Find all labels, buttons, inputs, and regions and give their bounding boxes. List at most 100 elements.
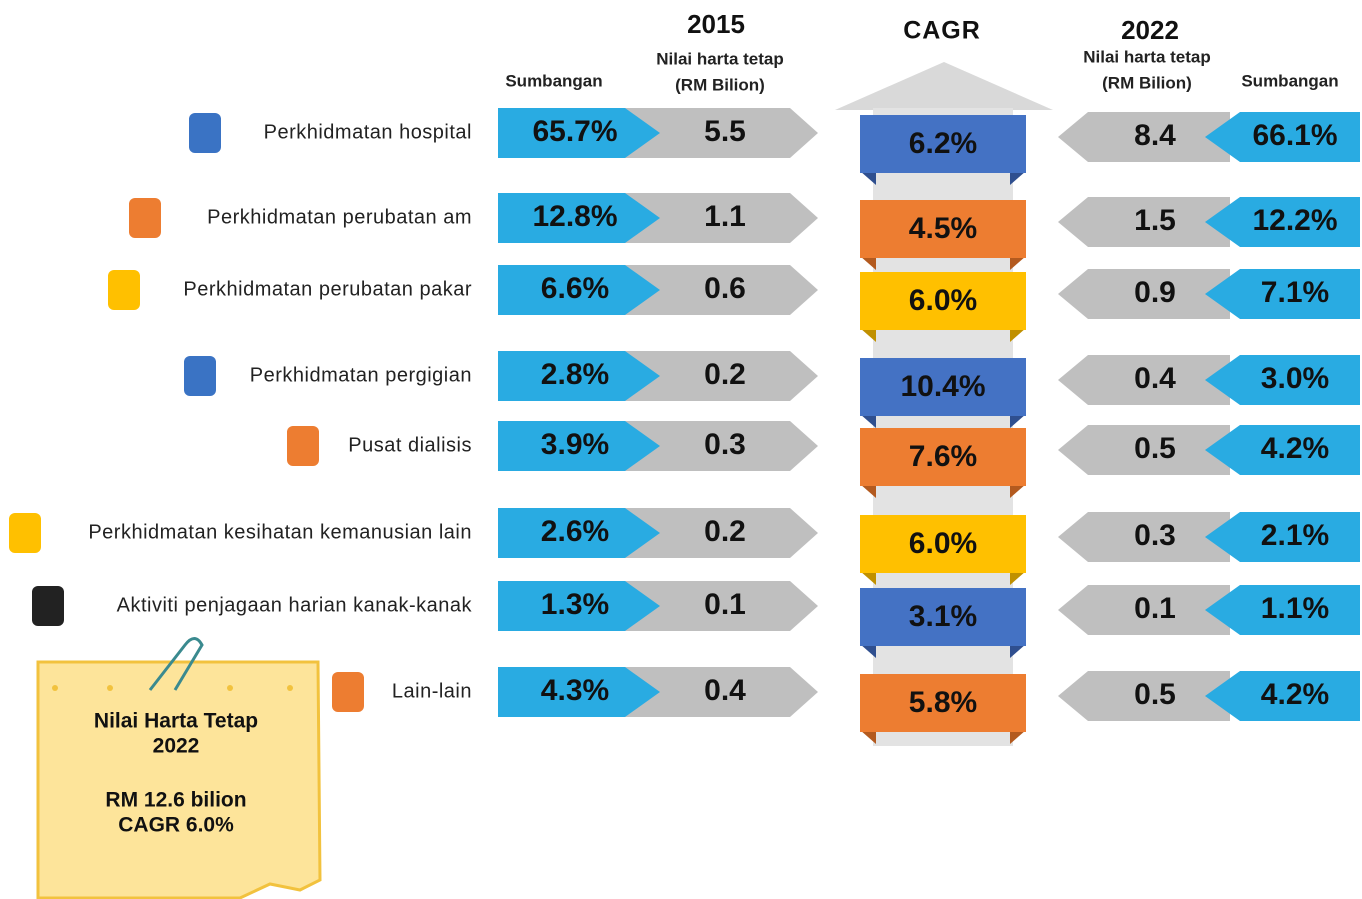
share-2022-box (1205, 269, 1360, 319)
header: CAGR (903, 17, 981, 45)
value-2022: 1.5 (1134, 204, 1176, 237)
value-2022-box (1058, 425, 1230, 475)
share-2022: 7.1% (1261, 276, 1329, 309)
cagr-value: 7.6% (909, 440, 977, 473)
share-2015: 3.9% (541, 428, 609, 461)
share-2015-box (498, 581, 660, 631)
value-2015-box (625, 508, 818, 558)
share-2015-box (498, 508, 660, 558)
cagr-fold (1010, 256, 1026, 270)
note-text: Nilai Harta Tetap (94, 710, 258, 733)
value-2015-box (625, 193, 818, 243)
share-2015-box (498, 667, 660, 717)
value-2022-box (1058, 671, 1230, 721)
cagr-fold (1010, 730, 1026, 744)
value-2015-box (625, 421, 818, 471)
header: Sumbangan (505, 71, 602, 90)
cagr-value: 6.0% (909, 527, 977, 560)
value-2015: 0.2 (704, 358, 746, 391)
value-2022-box (1058, 197, 1230, 247)
cagr-fold (860, 256, 876, 270)
row-icon (184, 356, 216, 396)
row-icon (32, 586, 64, 626)
header: 2015 (687, 9, 745, 39)
value-2022: 0.5 (1134, 678, 1176, 711)
row-label: Perkhidmatan kesihatan kemanusian lain (88, 521, 472, 543)
row-label: Pusat dialisis (348, 434, 472, 456)
note-card (36, 637, 322, 899)
value-2015-box (625, 581, 818, 631)
share-2015: 1.3% (541, 588, 609, 621)
share-2015: 65.7% (532, 115, 617, 148)
header: (RM Bilion) (1102, 73, 1192, 92)
cagr-fold (860, 484, 876, 498)
share-2022: 66.1% (1252, 119, 1337, 152)
cagr-fold (860, 571, 876, 585)
cagr-value: 10.4% (900, 370, 985, 403)
share-2015-box (498, 421, 660, 471)
cagr-value: 5.8% (909, 686, 977, 719)
note-text: RM 12.6 bilion (105, 789, 246, 812)
cagr-fold (860, 644, 876, 658)
value-2022-box (1058, 112, 1230, 162)
value-2022: 0.5 (1134, 432, 1176, 465)
row-icon (9, 513, 41, 553)
value-2015: 0.2 (704, 515, 746, 548)
share-2022-box (1205, 425, 1360, 475)
cagr-fold (1010, 414, 1026, 428)
value-2015-box (625, 351, 818, 401)
share-2022: 4.2% (1261, 678, 1329, 711)
share-2022-box (1205, 355, 1360, 405)
cagr-value: 6.2% (909, 127, 977, 160)
share-2022-box (1205, 197, 1360, 247)
row-label: Aktiviti penjagaan harian kanak-kanak (117, 594, 473, 616)
cagr-fold (860, 414, 876, 428)
note-text: 2022 (153, 735, 200, 758)
value-2022: 0.9 (1134, 276, 1176, 309)
value-2022-box (1058, 585, 1230, 635)
value-2015: 1.1 (704, 200, 746, 233)
share-2015-box (498, 265, 660, 315)
cagr-fold (860, 328, 876, 342)
row-label: Perkhidmatan pergigian (250, 364, 472, 386)
cagr-value: 3.1% (909, 600, 977, 633)
share-2022: 3.0% (1261, 362, 1329, 395)
share-2015-box (498, 193, 660, 243)
value-2015-box (625, 108, 818, 158)
cagr-fold (1010, 328, 1026, 342)
row-icon (287, 426, 319, 466)
cagr-box (860, 674, 1026, 732)
value-2015: 0.1 (704, 588, 746, 621)
row-label: Perkhidmatan hospital (264, 121, 472, 143)
cagr-box (860, 428, 1026, 486)
header: Nilai harta tetap (1083, 47, 1211, 66)
row-icon (189, 113, 221, 153)
share-2015: 6.6% (541, 272, 609, 305)
cagr-arrow-head (835, 62, 1053, 110)
share-2015-box (498, 351, 660, 401)
share-2022-box (1205, 112, 1360, 162)
row-icon (129, 198, 161, 238)
cagr-box (860, 200, 1026, 258)
cagr-box (860, 272, 1026, 330)
value-2015-box (625, 667, 818, 717)
cagr-fold (860, 730, 876, 744)
share-2022: 1.1% (1261, 592, 1329, 625)
cagr-fold (1010, 484, 1026, 498)
share-2015: 2.6% (541, 515, 609, 548)
cagr-box (860, 588, 1026, 646)
value-2022-box (1058, 355, 1230, 405)
header: Nilai harta tetap (656, 49, 784, 68)
value-2015-box (625, 265, 818, 315)
row-label: Lain-lain (392, 680, 472, 702)
cagr-fold (860, 171, 876, 185)
share-2022: 2.1% (1261, 519, 1329, 552)
share-2022: 12.2% (1252, 204, 1337, 237)
share-2015: 12.8% (532, 200, 617, 233)
share-2015-box (498, 108, 660, 158)
share-2022: 4.2% (1261, 432, 1329, 465)
cagr-box (860, 358, 1026, 416)
cagr-box (860, 515, 1026, 573)
note-text: CAGR 6.0% (118, 814, 234, 837)
